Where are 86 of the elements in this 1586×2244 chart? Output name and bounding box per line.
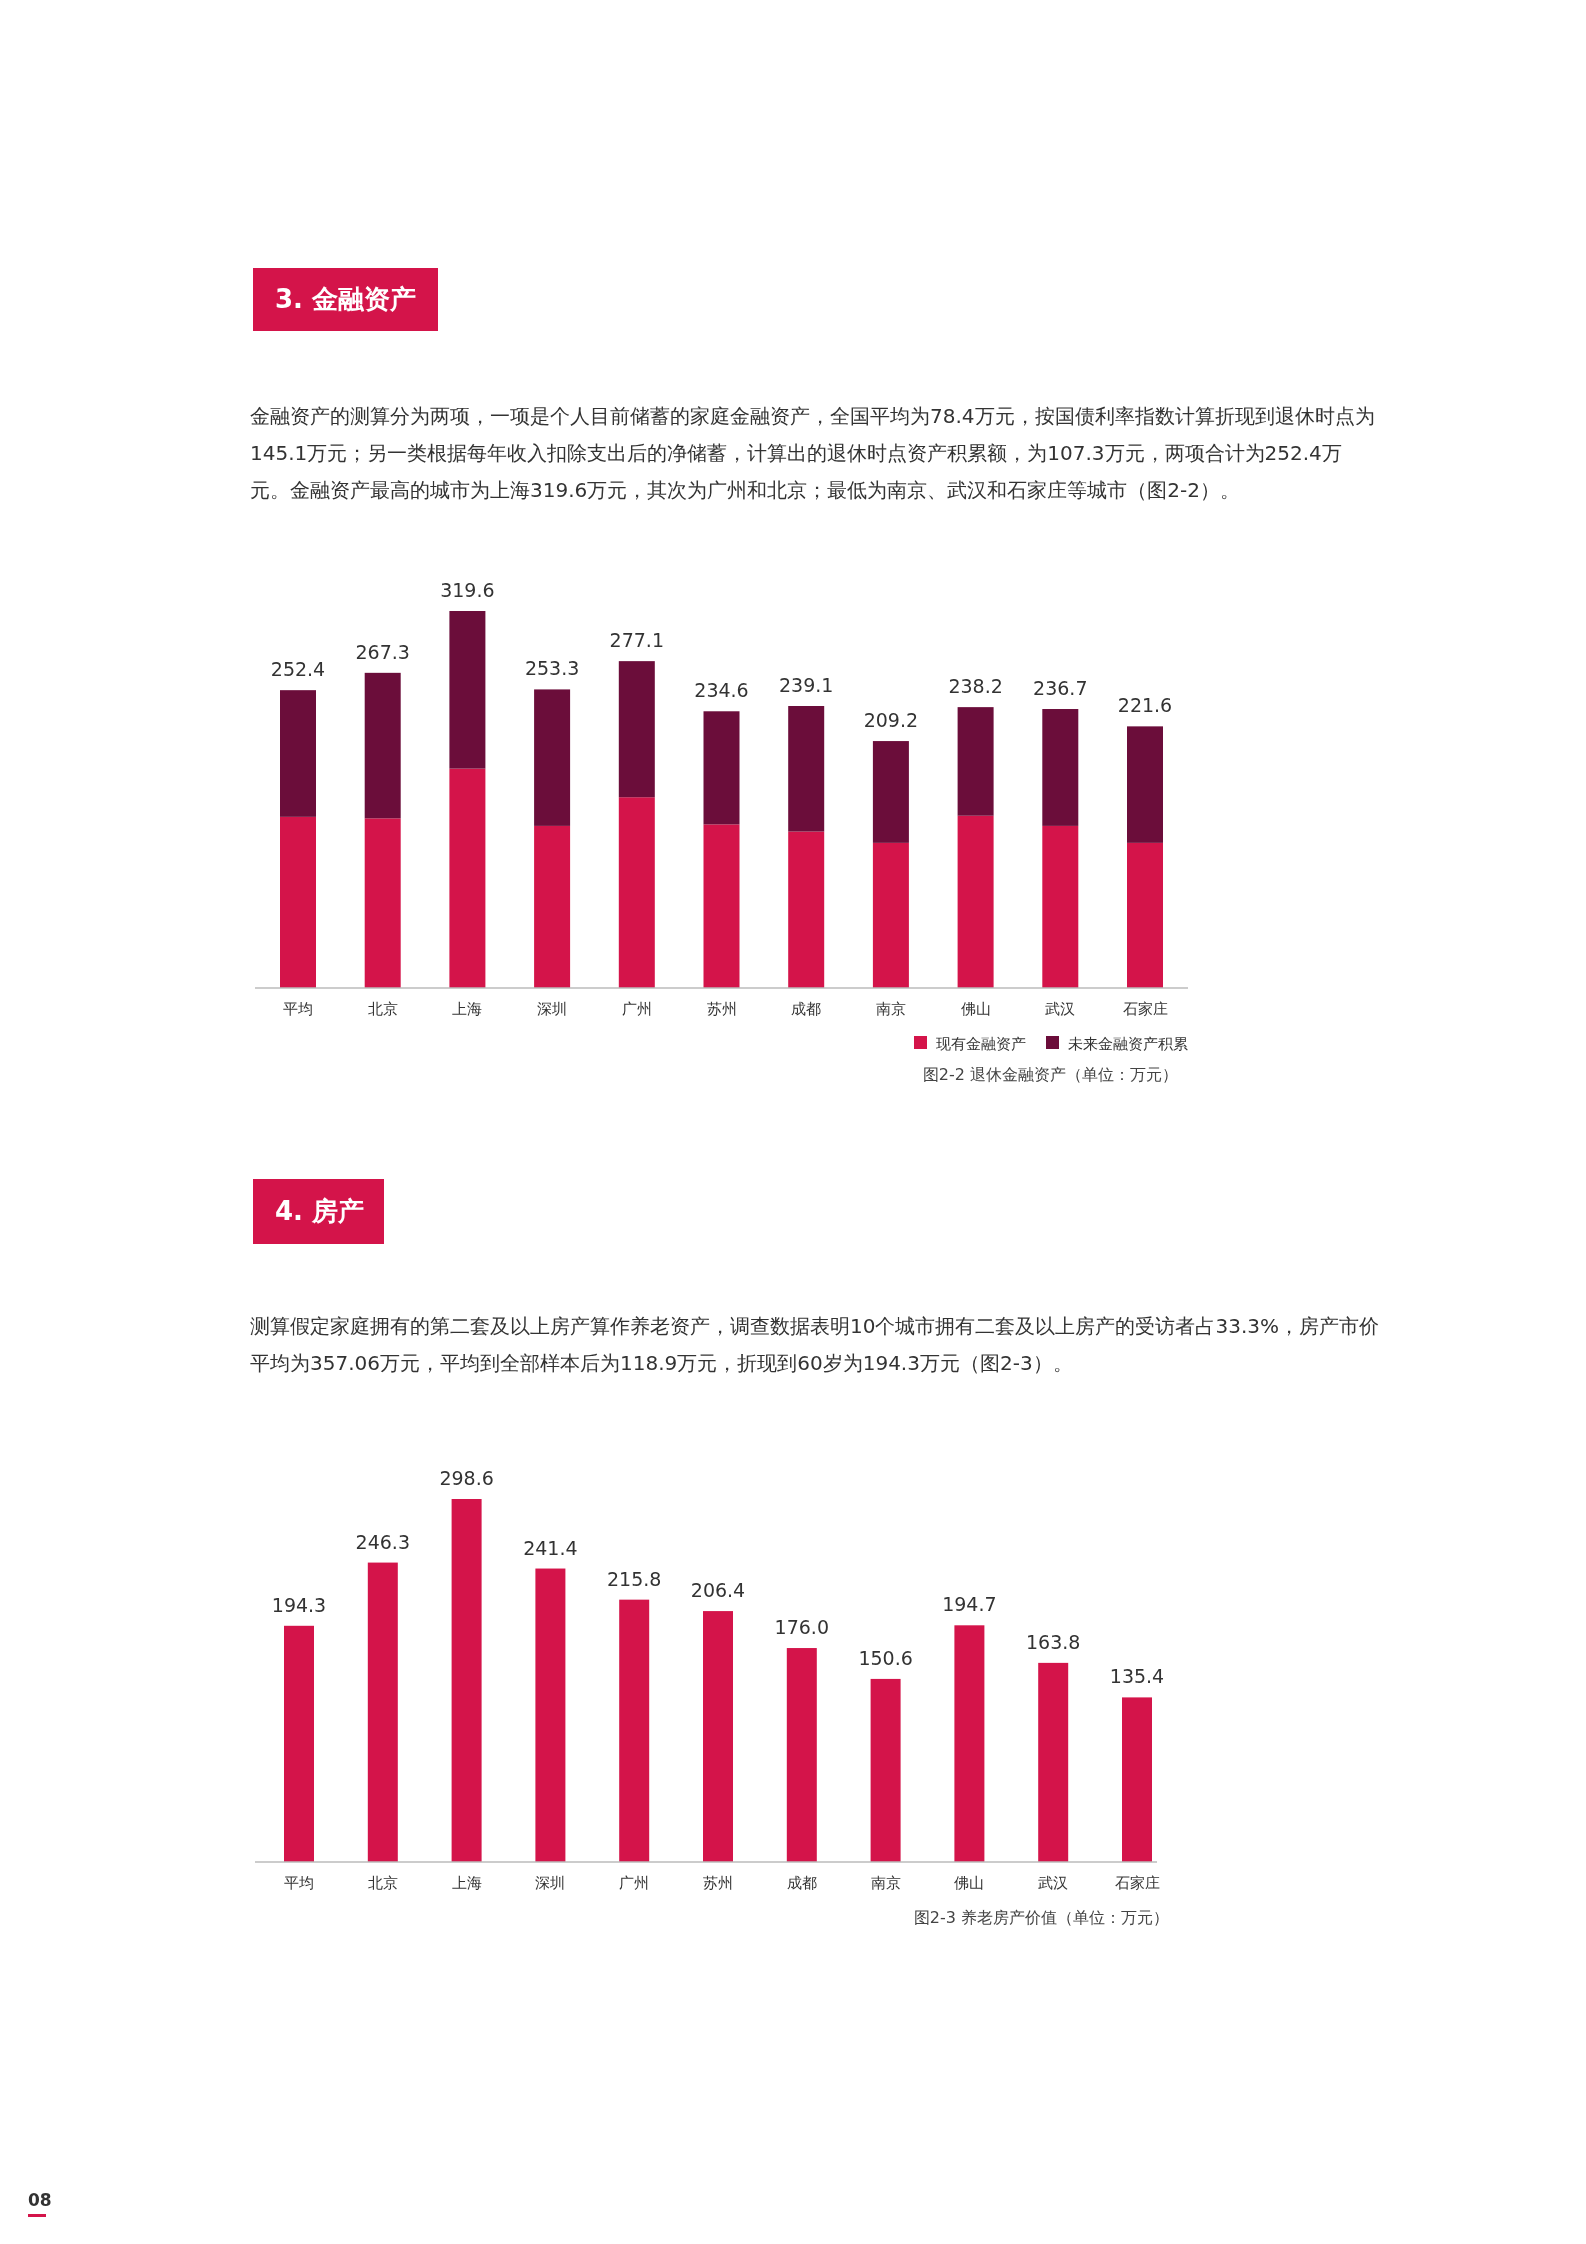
annotation: 253.3 <box>524 657 580 680</box>
x-tick-label: 南京 <box>870 1874 901 1892</box>
data-label: 163.8 <box>1026 1630 1081 1653</box>
caption: 图2-3 养老房产价值（单位：万元） <box>913 1908 1169 1929</box>
bar <box>788 831 825 988</box>
bar <box>870 1678 901 1862</box>
bar <box>367 1562 398 1862</box>
data-label: 215.8 <box>607 1567 662 1590</box>
annotation: 234.6 <box>694 679 749 702</box>
chart-subtitle: 金融资产的测算分为两项，一项是个人目前储蓄的家庭金融资产，全国平均为78.4万元，按国债利率指数计算折现到退休时点为145.1万元；另一类根据每年收入扣除支出后的净储蓄，计算出的退休时点资产积累额，为107.3万元，两项合计为252.4万元。金融资产最高的城市为上海319.6万元，其次为广州和北京；最低为南京、武汉和石家庄等城市（图2-2）。 <box>250 403 1376 504</box>
bar <box>872 741 909 843</box>
x-tick-label: 上海 <box>452 1000 483 1018</box>
annotation: 277.1 <box>609 629 664 652</box>
x-tick-label: 石家庄 <box>1122 1000 1168 1018</box>
bar <box>1127 842 1163 988</box>
bar <box>280 816 316 988</box>
bar <box>1038 1662 1069 1862</box>
bar <box>703 711 740 825</box>
annotation: 239.1 <box>779 674 834 696</box>
annotation: 221.6 <box>1117 694 1173 717</box>
x-tick-label: 成都 <box>786 1874 817 1892</box>
bar <box>788 706 825 832</box>
x-tick-label: 南京 <box>875 1000 906 1018</box>
x-tick-label: 广州 <box>621 1000 652 1018</box>
x-tick-label: 北京 <box>367 1874 398 1892</box>
x-tick-label: 苏州 <box>703 1874 733 1892</box>
bar <box>618 661 655 798</box>
x-tick-label: 武汉 <box>1045 1000 1076 1018</box>
data-label: 194.3 <box>271 1593 327 1616</box>
x-tick-label: 石家庄 <box>1114 1874 1160 1892</box>
chart-subtitle: 测算假定家庭拥有的第二套及以上房产算作养老资产，调查数据表明10个城市拥有二套及以上房产的受访者占33.3%，房产市价平均为357.06万元，平均到全部样本后为118.9万元，折现到60岁为194.3万元（图2-3）。 <box>250 1313 1380 1377</box>
annotation: 319.6 <box>440 579 495 601</box>
data-label: 246.3 <box>355 1530 410 1553</box>
x-tick-label: 深圳 <box>535 1874 566 1892</box>
bar <box>957 707 994 816</box>
annotation: 209.2 <box>863 709 919 732</box>
annotation: 236.7 <box>1033 677 1088 700</box>
bar <box>449 768 486 988</box>
bar <box>619 1599 650 1862</box>
caption: 图2-2 退休金融资产（单位：万元） <box>922 1065 1178 1086</box>
annotation: 252.4 <box>270 658 326 681</box>
chart-title: 3. 金融资产 <box>253 268 438 331</box>
bar <box>703 824 740 988</box>
annotation: 238.2 <box>948 675 1003 698</box>
x-tick-label: 北京 <box>367 1000 398 1018</box>
x-tick-label: 平均 <box>283 1000 313 1018</box>
legend-label: 现有金融资产 <box>936 1035 1026 1053</box>
data-label: 135.4 <box>1109 1665 1165 1688</box>
bar <box>1127 726 1163 843</box>
annotation: 267.3 <box>355 640 410 663</box>
x-tick-label: 武汉 <box>1038 1874 1069 1892</box>
data-label: 176.0 <box>774 1616 829 1639</box>
bar <box>1042 709 1079 826</box>
chart-title: 4. 房产 <box>253 1179 384 1244</box>
bar <box>957 815 994 988</box>
text: 08 <box>28 2190 52 2212</box>
bar <box>534 689 571 826</box>
bar <box>954 1625 985 1862</box>
x-tick-label: 成都 <box>791 1000 822 1018</box>
bar <box>1042 825 1079 988</box>
bar <box>451 1499 482 1862</box>
x-tick-label: 平均 <box>284 1874 314 1892</box>
bar <box>1122 1697 1152 1862</box>
x-tick-label: 苏州 <box>706 1000 737 1018</box>
bar <box>618 797 655 988</box>
data-label: 241.4 <box>523 1536 578 1559</box>
bar <box>280 690 316 817</box>
data-label: 194.7 <box>942 1593 997 1616</box>
bar <box>449 611 486 769</box>
bar <box>364 818 401 988</box>
data-label: 206.4 <box>690 1579 746 1602</box>
bar <box>872 842 909 988</box>
x-tick-label: 上海 <box>451 1874 482 1892</box>
x-tick-label: 佛山 <box>960 1000 991 1018</box>
bar <box>284 1625 314 1862</box>
x-tick-label: 深圳 <box>537 1000 568 1018</box>
bar <box>535 1568 566 1862</box>
bar <box>534 825 571 988</box>
bar <box>703 1611 733 1862</box>
x-tick-label: 广州 <box>619 1874 650 1892</box>
data-label: 298.6 <box>439 1467 494 1489</box>
x-tick-label: 佛山 <box>954 1874 985 1892</box>
bar <box>786 1648 817 1862</box>
legend-label: 未来金融资产积累 <box>1068 1035 1188 1053</box>
bar <box>364 672 401 819</box>
data-label: 150.6 <box>858 1646 913 1669</box>
